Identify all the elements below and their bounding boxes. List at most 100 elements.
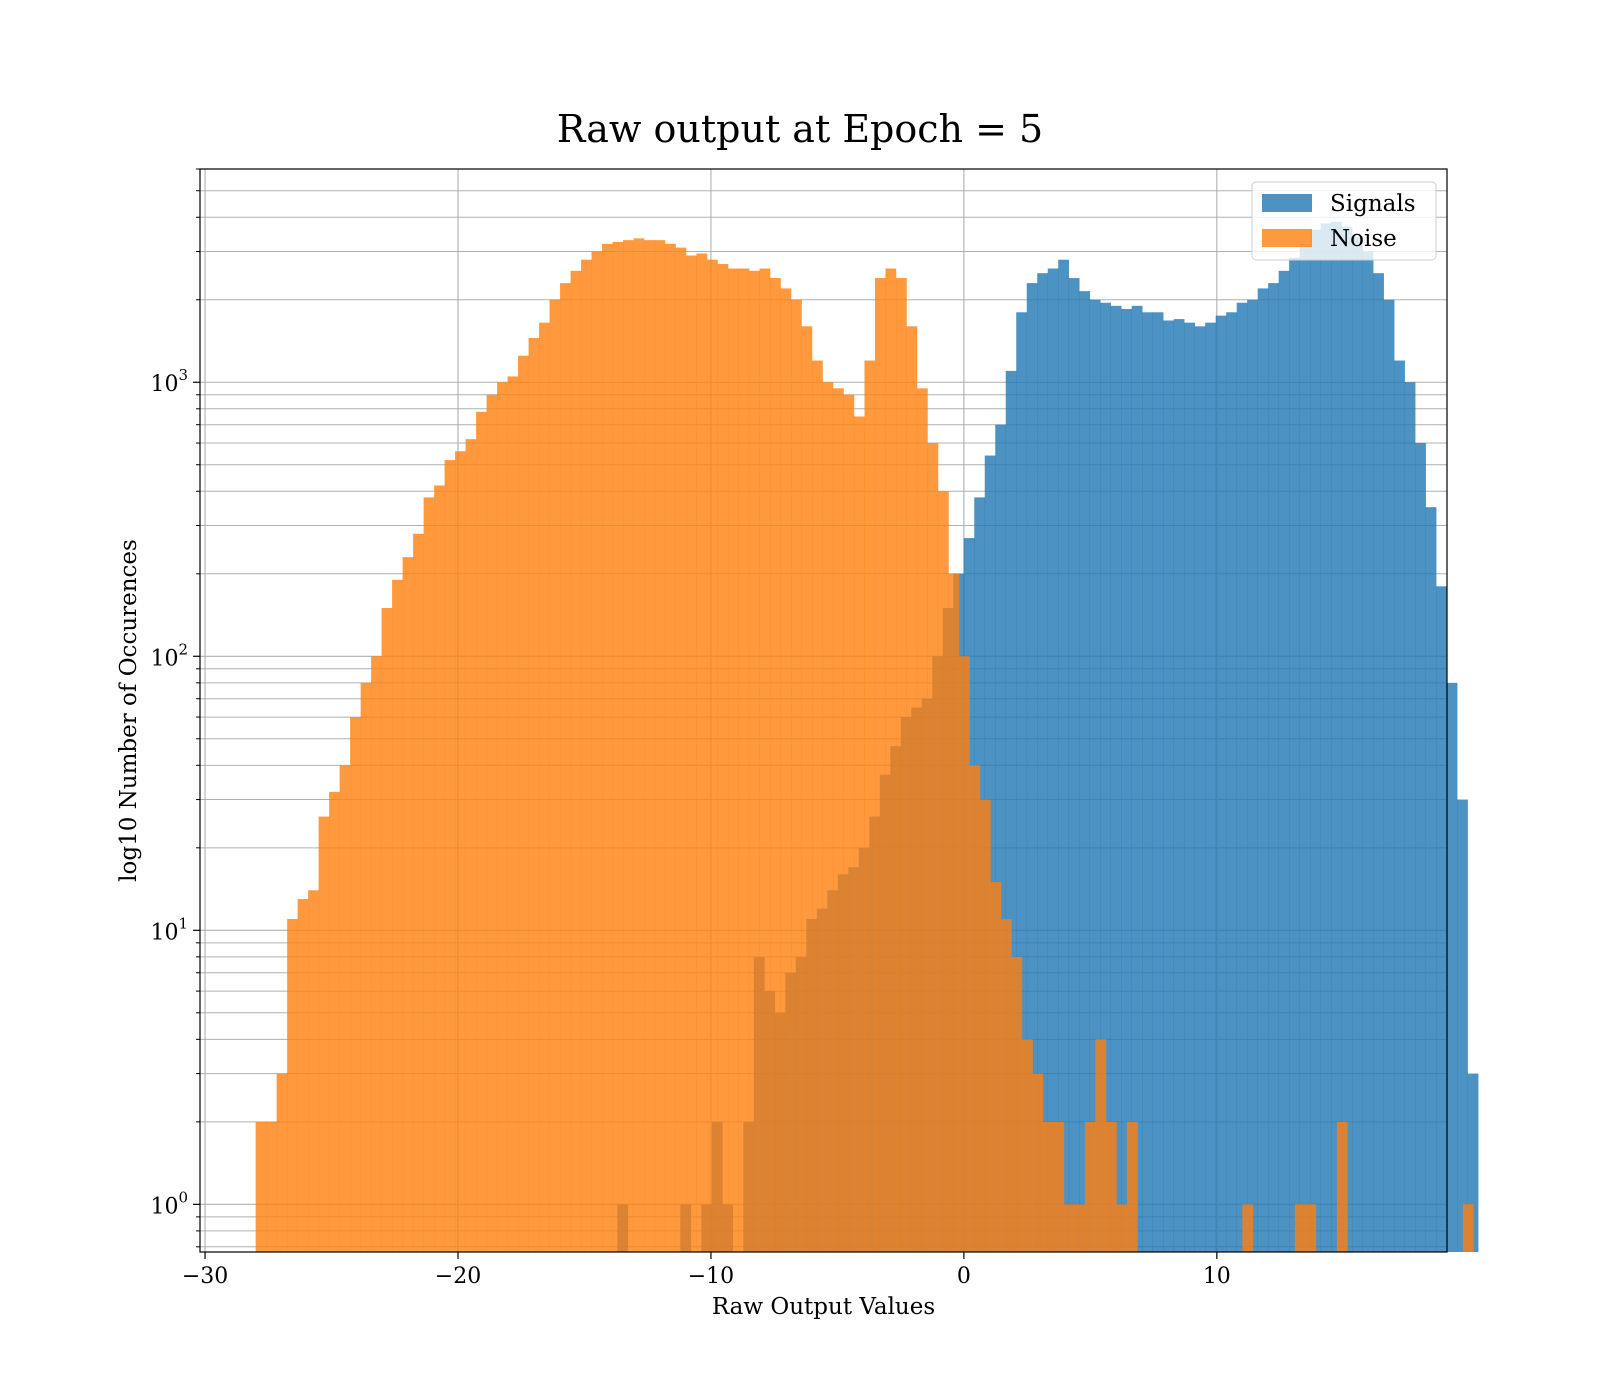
histogram-bar-noise bbox=[392, 579, 403, 1252]
histogram-bar-signals bbox=[1299, 243, 1311, 1252]
histogram-bar-noise bbox=[853, 416, 865, 1253]
histogram-bar-noise bbox=[371, 656, 382, 1252]
y-tick-label: 101 bbox=[150, 914, 188, 945]
histogram-bar-noise bbox=[402, 557, 414, 1252]
histogram-bar-noise bbox=[654, 240, 666, 1252]
histogram-bar-signals bbox=[1425, 507, 1437, 1253]
x-axis-label: Raw Output Values bbox=[712, 1294, 935, 1320]
legend: Signals Noise bbox=[1251, 181, 1437, 261]
histogram-bar-signals bbox=[1247, 299, 1258, 1252]
histogram-bar-noise bbox=[560, 283, 571, 1252]
histogram-bar-signals bbox=[1047, 268, 1059, 1252]
histogram-bar-noise bbox=[906, 326, 918, 1252]
histogram-bar-noise bbox=[885, 268, 897, 1252]
histogram-bar-signals bbox=[1362, 251, 1374, 1253]
chart-title: Raw output at Epoch = 5 bbox=[557, 107, 1043, 151]
histogram-bar-noise bbox=[465, 439, 477, 1252]
histogram-bar-noise bbox=[801, 326, 813, 1252]
histogram-bar-noise bbox=[790, 299, 802, 1252]
histogram-bar-noise bbox=[1126, 1121, 1138, 1252]
histogram-bar-noise bbox=[329, 791, 340, 1252]
histogram-bar-noise bbox=[874, 278, 886, 1252]
legend-swatch-noise bbox=[1262, 229, 1312, 247]
histogram-bar-noise bbox=[318, 816, 330, 1252]
legend-swatch-signals bbox=[1262, 194, 1312, 212]
histogram-bar-signals bbox=[1236, 302, 1248, 1252]
histogram-bar-noise bbox=[707, 259, 718, 1252]
histogram-bar-noise bbox=[843, 394, 855, 1252]
histogram-bar-signals bbox=[1341, 226, 1353, 1253]
plot-area-frame bbox=[199, 168, 1448, 1253]
histogram-bar-signals bbox=[1163, 320, 1174, 1252]
histogram-bar-noise bbox=[1242, 1204, 1254, 1252]
x-tick-label: 0 bbox=[957, 1264, 971, 1289]
histogram-bar-noise bbox=[822, 382, 834, 1252]
histogram-bar-noise bbox=[1105, 1121, 1117, 1252]
histogram-bar-signals bbox=[1037, 273, 1049, 1252]
histogram-bar-signals bbox=[1142, 312, 1154, 1252]
histogram-bar-signals bbox=[1436, 586, 1447, 1252]
histogram-bar-noise bbox=[287, 918, 298, 1252]
histogram-bar-noise bbox=[686, 255, 697, 1252]
histogram-bar-noise bbox=[644, 240, 655, 1252]
histogram-bar-noise bbox=[1021, 1039, 1033, 1252]
histogram-bar-signals bbox=[1152, 312, 1164, 1252]
histogram-bar-signals bbox=[1079, 291, 1091, 1252]
histogram-bar-noise bbox=[570, 270, 582, 1253]
histogram-bar-noise bbox=[350, 717, 361, 1252]
histogram-bars bbox=[255, 221, 1479, 1253]
histogram-bar-noise bbox=[1074, 1204, 1086, 1252]
histogram-bar-noise bbox=[1084, 1121, 1096, 1252]
histogram-bar-signals bbox=[1184, 322, 1195, 1252]
histogram-bar-noise bbox=[266, 1121, 277, 1252]
histogram-bar-noise bbox=[455, 451, 466, 1252]
histogram-bar-signals bbox=[1268, 283, 1279, 1252]
histogram-bar-noise bbox=[1011, 956, 1023, 1252]
x-tick-label: −10 bbox=[688, 1264, 734, 1289]
histogram-bar-noise bbox=[528, 338, 540, 1253]
histogram-bar-signals bbox=[1404, 382, 1416, 1252]
histogram-bar-signals bbox=[1058, 259, 1070, 1252]
histogram-bar-signals bbox=[1394, 360, 1405, 1252]
histogram-bar-noise bbox=[633, 238, 645, 1252]
y-axis-label: log10 Number of Occurences bbox=[116, 539, 142, 882]
legend-label-signals: Signals bbox=[1330, 191, 1416, 217]
histogram-bar-noise bbox=[591, 251, 603, 1253]
histogram-bar-signals bbox=[1068, 278, 1080, 1252]
y-tick-label: 100 bbox=[150, 1188, 188, 1219]
histogram-bar-signals bbox=[1194, 326, 1206, 1252]
histogram-bar-noise bbox=[1336, 1121, 1348, 1252]
histogram-bar-noise bbox=[1042, 1121, 1054, 1252]
histogram-bar-noise bbox=[623, 240, 634, 1252]
histogram-bar-noise bbox=[1063, 1204, 1075, 1252]
histogram-bar-signals bbox=[1373, 273, 1384, 1252]
histogram-bar-noise bbox=[1095, 1039, 1107, 1252]
histogram-bar-noise bbox=[518, 355, 529, 1252]
x-axis-ticks: −30 −20 −10 0 10 bbox=[182, 1252, 1231, 1289]
histogram-bar-noise bbox=[696, 253, 708, 1252]
histogram-bar-signals bbox=[1310, 229, 1321, 1252]
histogram-bar-noise bbox=[413, 533, 424, 1252]
histogram-bar-noise bbox=[612, 241, 624, 1252]
histogram-bar-noise bbox=[937, 491, 949, 1253]
histogram-bar-signals bbox=[1016, 312, 1028, 1252]
histogram-bar-signals bbox=[1173, 319, 1185, 1252]
histogram-bar-noise bbox=[990, 882, 1002, 1252]
histogram-bar-signals bbox=[1383, 299, 1395, 1252]
x-tick-label: 10 bbox=[1203, 1264, 1231, 1289]
histogram-bar-signals bbox=[1026, 283, 1038, 1252]
histogram-bar-signals bbox=[1131, 305, 1143, 1252]
histogram-bar-noise bbox=[749, 270, 760, 1253]
histogram-bar-noise bbox=[1053, 1121, 1065, 1252]
histogram-bar-noise bbox=[927, 443, 939, 1252]
histogram-bar-signals bbox=[1331, 221, 1342, 1252]
histogram-bar-signals bbox=[1446, 682, 1458, 1252]
histogram-bar-noise bbox=[602, 243, 613, 1252]
histogram-bar-noise bbox=[728, 268, 739, 1252]
y-axis-ticks: 100 101 102 103 bbox=[150, 168, 200, 1248]
histogram-bar-signals bbox=[995, 424, 1007, 1253]
histogram-bar-noise bbox=[759, 268, 771, 1252]
y-tick-label: 102 bbox=[150, 640, 188, 671]
histogram-bar-noise bbox=[381, 608, 393, 1252]
histogram-bar-noise bbox=[297, 899, 309, 1252]
